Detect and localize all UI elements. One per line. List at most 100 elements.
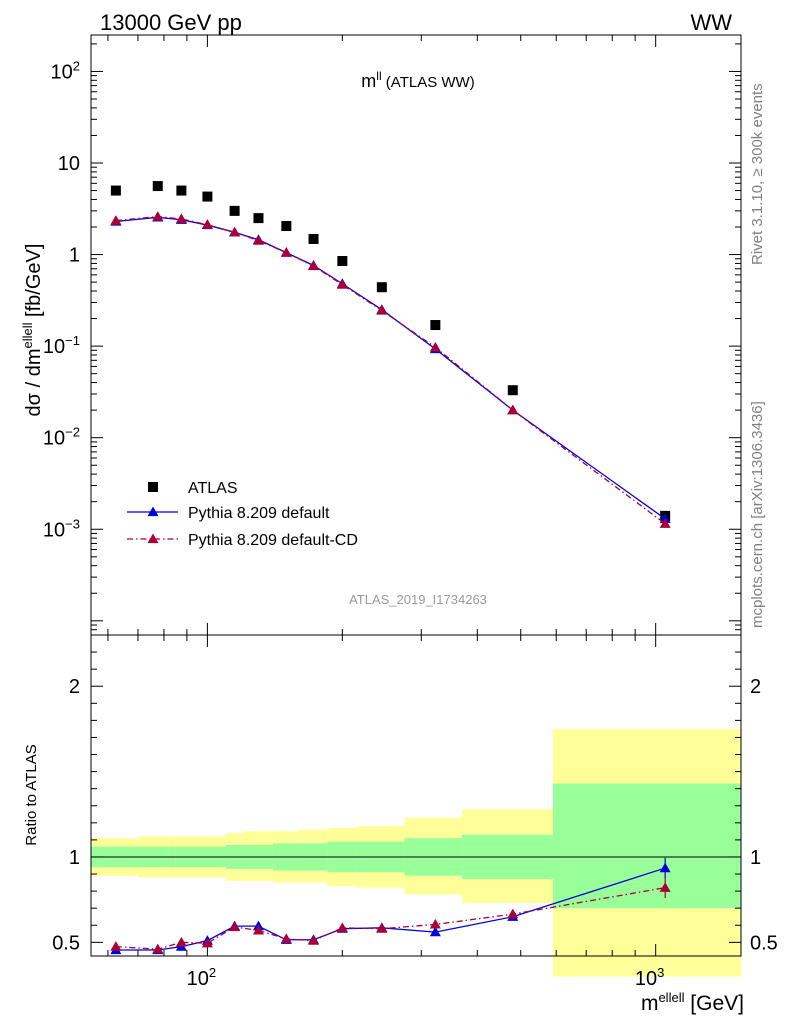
ratio-pythia-cd-point	[229, 921, 241, 932]
atlas-data-point	[229, 205, 240, 216]
atlas-data-point	[376, 282, 387, 293]
ratio-pythia-cd-point	[175, 936, 187, 947]
atlas-data-point	[202, 191, 213, 202]
ratio-frame	[90, 634, 742, 957]
atlas-data-point	[176, 185, 187, 196]
ratio-y-tick-label-right: 0.5	[750, 932, 778, 954]
x-tick-label-base: 10	[635, 968, 657, 990]
ratio-pythia-cd-point	[659, 882, 671, 892]
legend-label: Pythia 8.209 default-CD	[188, 532, 358, 549]
ratio-y-tick-label-left: 0.5	[52, 932, 80, 954]
main-y-tick-label: 10	[58, 153, 80, 175]
ratio-pythia-default-point	[429, 926, 441, 937]
pythia-cd-point	[429, 341, 441, 352]
pythia-cd-point	[376, 304, 388, 315]
x-tick-label: 102	[187, 965, 216, 990]
pythia-cd-point	[201, 219, 213, 229]
x-tick-label-base: 10	[187, 968, 209, 990]
main-y-tick-base: 10	[58, 153, 80, 175]
legend-label: Pythia 8.209 default	[188, 505, 330, 522]
main-y-tick-base: 10	[51, 61, 73, 83]
atlas-data-point	[430, 320, 441, 331]
main-ylabel-sup: ellell	[20, 322, 35, 348]
main-y-tick-exp: −3	[65, 516, 80, 531]
ratio-pythia-cd-point	[152, 943, 164, 954]
legend: ATLAS Pythia 8.209 default Pythia 8.209 de…	[127, 480, 358, 549]
pythia-cd-point	[175, 213, 187, 224]
ratio-y-axis-label: Ratio to ATLAS	[23, 744, 40, 845]
ratio-y-tick-label-right: 2	[750, 676, 761, 698]
xlabel-sup: ellell	[658, 990, 684, 1005]
main-y-tick-base: 10	[43, 428, 65, 450]
main-y-tick-base: 10	[43, 336, 65, 358]
legend-atlas-marker	[148, 482, 158, 492]
ratio-pythia-cd-point	[507, 908, 519, 919]
ratio-pythia-cd-point	[336, 922, 348, 932]
pythia-cd-point	[110, 215, 122, 225]
atlas-data-point	[281, 221, 292, 232]
x-tick-label-exp: 3	[657, 965, 664, 980]
main-y-tick-base: 10	[43, 519, 65, 541]
side-text-rivet: Rivet 3.1.10, ≥ 300k events	[749, 83, 766, 265]
main-y-tick-label: 102	[51, 58, 80, 83]
pythia-default-point	[659, 513, 671, 523]
ratio-pythia-cd-point	[110, 941, 122, 951]
plot-title-main: m	[361, 71, 376, 91]
atlas-data-point	[110, 185, 121, 196]
pythia-cd-point	[507, 404, 519, 415]
pythia-cd-point	[252, 235, 264, 245]
ratio-panel	[90, 634, 742, 977]
x-tick-label-exp: 2	[209, 965, 216, 980]
xlabel-post: [GeV]	[684, 992, 744, 1015]
main-ylabel-pre: dσ / dm	[23, 349, 45, 417]
main-y-axis-label: dσ / dmellell [fb/GeV]	[20, 244, 45, 417]
header-left-text: 13000 GeV pp	[100, 10, 242, 35]
atlas-data-point	[337, 256, 348, 267]
uncertainty-band-inner	[552, 783, 741, 909]
main-y-tick-exp: −2	[65, 425, 80, 440]
ratio-pythia-cd-point	[308, 935, 320, 945]
pythia-cd-point	[229, 226, 241, 237]
main-series-line	[115, 216, 666, 520]
xlabel-pre: m	[641, 992, 659, 1015]
legend-label: ATLAS	[188, 480, 238, 497]
ratio-pythia-cd-point	[252, 924, 264, 935]
pythia-cd-point	[280, 247, 292, 257]
analysis-watermark: ATLAS_2019_I1734263	[349, 592, 487, 607]
atlas-data-point	[253, 213, 264, 224]
main-series-layer	[110, 181, 671, 528]
plot-title-sup: ll	[376, 69, 381, 83]
main-y-tick-exp: −1	[65, 333, 80, 348]
main-ylabel-post: [fb/GeV]	[23, 244, 45, 323]
ratio-pythia-cd-point	[429, 918, 441, 929]
legend-triangle-marker	[147, 506, 159, 517]
main-y-tick-label: 10−2	[43, 425, 80, 450]
main-y-tick-label: 10−3	[43, 516, 80, 541]
pythia-cd-point	[336, 279, 348, 289]
ratio-y-tick-label-left: 2	[69, 676, 80, 698]
x-axis-label: mellell [GeV]	[641, 990, 744, 1015]
ratio-pythia-cd-point	[280, 933, 292, 944]
side-text-mcplots: mcplots.cern.ch [arXiv:1306.3436]	[749, 401, 766, 628]
main-y-tick-exp: 2	[73, 58, 80, 73]
pythia-cd-point	[308, 260, 320, 271]
pythia-cd-point	[659, 518, 671, 528]
ratio-y-tick-label-left: 1	[69, 847, 80, 869]
pythia-cd-point	[152, 211, 164, 221]
main-y-tick-label: 10−1	[43, 333, 80, 358]
main-y-tick-label: 1	[69, 245, 80, 267]
ratio-pythia-default-point	[659, 862, 671, 873]
main-series-line	[115, 215, 666, 525]
ratio-y-tick-label-right: 1	[750, 847, 761, 869]
atlas-data-point	[308, 233, 319, 244]
plot-title: mll (ATLAS WW)	[361, 69, 474, 91]
atlas-data-point	[507, 385, 518, 396]
header-right-text: WW	[690, 10, 732, 35]
atlas-data-point	[152, 181, 163, 192]
ratio-pythia-cd-point	[201, 937, 213, 948]
ratio-pythia-cd-point	[376, 923, 388, 933]
ratio-series-layer	[110, 857, 671, 955]
